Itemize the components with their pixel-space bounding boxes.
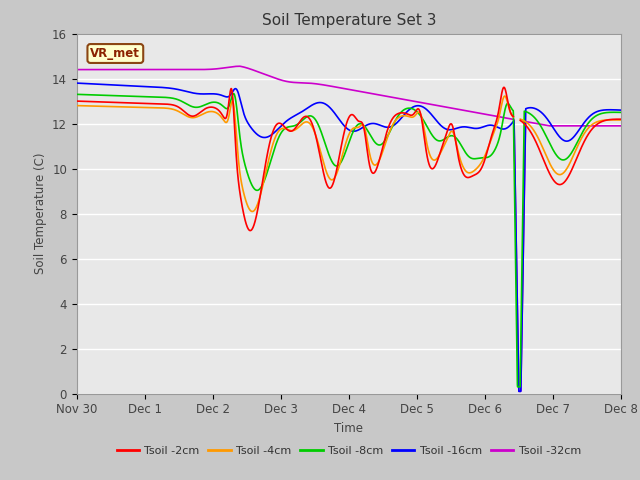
Y-axis label: Soil Temperature (C): Soil Temperature (C) <box>33 153 47 275</box>
Text: VR_met: VR_met <box>90 47 140 60</box>
Title: Soil Temperature Set 3: Soil Temperature Set 3 <box>262 13 436 28</box>
X-axis label: Time: Time <box>334 422 364 435</box>
Legend: Tsoil -2cm, Tsoil -4cm, Tsoil -8cm, Tsoil -16cm, Tsoil -32cm: Tsoil -2cm, Tsoil -4cm, Tsoil -8cm, Tsoi… <box>112 441 586 460</box>
